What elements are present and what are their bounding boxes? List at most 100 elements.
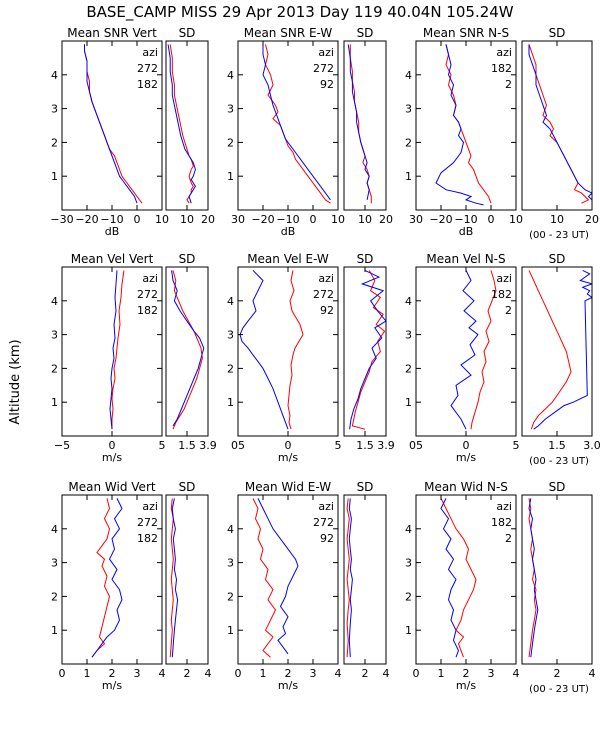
series-line-272 — [287, 270, 304, 430]
y-axis-label: Altitude (km) — [8, 339, 23, 424]
legend-entry: 182 — [137, 304, 158, 317]
x-tick-label: 10 — [155, 213, 169, 226]
x-tick-label: 4 — [589, 667, 596, 680]
x-tick-label: 4 — [335, 667, 342, 680]
series-line-182 — [470, 270, 497, 430]
legend-entry: 2 — [505, 532, 512, 545]
x-tick-label: 2 — [285, 667, 292, 680]
y-tick-label: 1 — [405, 170, 412, 183]
time-note: (00 - 23 UT) — [529, 456, 589, 467]
legend-entry: 92 — [320, 532, 334, 545]
x-tick-label: 20 — [201, 213, 215, 226]
y-tick-label: 4 — [227, 523, 234, 536]
x-tick-label: 0 — [109, 439, 116, 452]
panel-2-4: 0 1 2 3 4 1 2 3 4 Mean Wid N-S m/s azi 182 2 — [405, 480, 520, 692]
legend-entry: 92 — [320, 78, 334, 91]
series-line-2 — [533, 269, 592, 430]
series-line-2 — [528, 44, 592, 201]
y-tick-label: 3 — [51, 329, 58, 342]
y-tick-label: 3 — [405, 329, 412, 342]
time-note: (00 - 23 UT) — [529, 684, 589, 695]
series-line-272 — [351, 270, 386, 430]
legend-entry: 182 — [491, 516, 512, 529]
x-tick-label: 1 — [260, 667, 267, 680]
y-tick-label: 4 — [405, 69, 412, 82]
y-tick-label: 3 — [405, 103, 412, 116]
x-tick-label: 0 — [134, 213, 141, 226]
x-axis-label: m/s — [102, 451, 122, 464]
series-line-182 — [167, 44, 196, 204]
panel-title: SD — [549, 480, 566, 494]
legend-title: azi — [318, 272, 334, 285]
series-line-272 — [111, 270, 125, 430]
panel-title: Mean SNR N-S — [423, 26, 509, 40]
x-tick-label: −20 — [75, 213, 98, 226]
x-tick-label: 4 — [159, 667, 166, 680]
panel-frame — [165, 494, 209, 665]
y-tick-label: 2 — [405, 136, 412, 149]
panel-1-0: −5 0 5 1 2 3 4 Mean Vel Vert m/s azi 272 182 — [51, 252, 166, 464]
panel-0-0: −30 −20 −10 0 10 1 2 3 4 Mean SNR Vert dB azi 272 182 — [50, 26, 169, 238]
legend-entry: 92 — [320, 304, 334, 317]
x-tick-label: 0 — [413, 667, 420, 680]
series-line-272 — [91, 498, 111, 658]
series-line-272 — [172, 270, 203, 430]
panel-title: Mean Wid N-S — [424, 480, 508, 494]
x-tick-label: 2 — [463, 667, 470, 680]
x-tick-label: 3.9 — [199, 439, 217, 452]
panel-1-1: 1.5 3.9 SD — [165, 252, 217, 452]
y-tick-label: 3 — [227, 103, 234, 116]
panel-title: SD — [179, 252, 196, 266]
x-tick-label: 10 — [509, 213, 523, 226]
panel-title: SD — [179, 480, 196, 494]
x-tick-label: −5 — [54, 439, 70, 452]
x-tick-label: 1 — [438, 667, 445, 680]
legend-entry: 272 — [137, 288, 158, 301]
legend-entry: 272 — [137, 62, 158, 75]
x-axis-label: dB — [105, 225, 120, 238]
x-tick-label: 5 — [335, 439, 342, 452]
legend-entry: 272 — [137, 516, 158, 529]
legend-entry: 182 — [137, 78, 158, 91]
x-tick-label: 2 — [109, 667, 116, 680]
legend-title: azi — [142, 272, 158, 285]
panel-0-5: 10 20 SD (00 - 23 UT) — [521, 26, 599, 241]
series-line-182 — [528, 270, 572, 430]
panel-0-3: 10 20 SD — [343, 26, 393, 226]
x-axis-label: m/s — [278, 451, 298, 464]
x-tick-label: −10 — [100, 213, 123, 226]
y-tick-label: 3 — [51, 557, 58, 570]
panel-0-2: 30 −20 −10 0 10 1 2 3 4 Mean SNR E-W dB azi 272 92 — [227, 26, 345, 238]
series-line-182 — [528, 44, 590, 204]
x-tick-label: 3 — [134, 667, 141, 680]
x-axis-label: m/s — [456, 679, 476, 692]
x-tick-label: 0 — [285, 439, 292, 452]
legend-entry: 272 — [313, 288, 334, 301]
legend-entry: 182 — [491, 288, 512, 301]
x-tick-label: 5 — [159, 439, 166, 452]
y-tick-label: 4 — [51, 69, 58, 82]
y-tick-label: 4 — [405, 523, 412, 536]
x-tick-label: 2 — [554, 667, 561, 680]
series-line-182 — [91, 498, 123, 658]
panel-2-2: 0 1 2 3 4 1 2 3 4 Mean Wid E-W m/s azi 272 92 — [227, 480, 342, 692]
y-tick-label: 1 — [51, 396, 58, 409]
y-tick-label: 1 — [405, 624, 412, 637]
x-tick-label: 2 — [184, 667, 191, 680]
x-tick-label: 0 — [463, 439, 470, 452]
y-tick-label: 3 — [405, 557, 412, 570]
series-line-2 — [440, 498, 460, 658]
series-line-182 — [445, 44, 492, 204]
x-tick-label: 30 — [231, 213, 245, 226]
legend-entry: 2 — [505, 304, 512, 317]
series-line-182 — [84, 44, 138, 204]
series-line-92 — [347, 44, 370, 201]
panel-2-5: 2 4 SD (00 - 23 UT) — [521, 480, 596, 695]
legend-title: azi — [318, 500, 334, 513]
panel-title: SD — [179, 26, 196, 40]
time-note: (00 - 23 UT) — [529, 230, 589, 241]
y-tick-label: 4 — [227, 69, 234, 82]
panel-frame — [343, 266, 387, 437]
panel-title: SD — [357, 252, 374, 266]
